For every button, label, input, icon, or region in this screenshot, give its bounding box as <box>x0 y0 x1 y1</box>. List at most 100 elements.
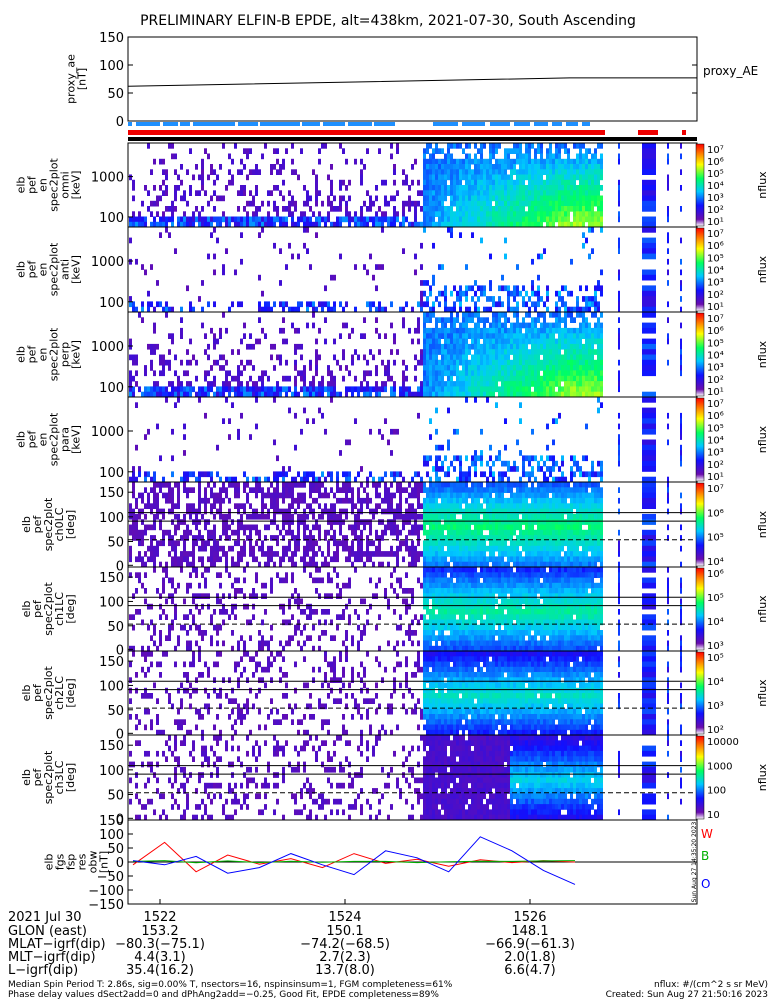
heatmap-cell <box>558 391 561 398</box>
heatmap-cell <box>336 359 339 366</box>
heatmap-cell <box>474 466 477 472</box>
heatmap-cell <box>507 519 510 525</box>
heatmap-cell <box>399 386 402 393</box>
heatmap-cell <box>183 551 186 557</box>
heatmap-cell <box>273 216 276 223</box>
heatmap-cell <box>495 327 498 334</box>
heatmap-cell <box>516 312 519 318</box>
heatmap-cell <box>297 391 300 398</box>
heatmap-cell <box>138 513 141 520</box>
heatmap-cell <box>558 211 561 217</box>
heatmap-cell <box>543 333 546 339</box>
heatmap-cell <box>402 206 405 212</box>
heatmap-cell <box>552 365 555 371</box>
heatmap-cell <box>510 503 513 509</box>
heatmap-cell <box>513 333 516 339</box>
heatmap-cell <box>450 232 453 238</box>
heatmap-cell <box>618 386 620 393</box>
heatmap-cell <box>474 174 477 181</box>
heatmap-cell <box>261 497 264 504</box>
heatmap-cell <box>483 211 486 217</box>
heatmap-cell <box>558 290 561 297</box>
heatmap-cell <box>450 391 453 398</box>
heatmap-cell <box>558 195 561 202</box>
heatmap-cell <box>471 519 474 525</box>
heatmap-cell <box>543 216 546 223</box>
heatmap-cell <box>582 327 585 334</box>
heatmap-cell <box>462 200 465 207</box>
heatmap-cell <box>582 349 585 355</box>
heatmap-cell <box>510 359 513 366</box>
heatmap-cell <box>306 248 309 254</box>
heatmap-cell <box>366 551 369 557</box>
heatmap-cell <box>171 487 174 493</box>
heatmap-cell <box>309 540 312 547</box>
heatmap-cell <box>477 185 480 191</box>
heatmap-cell <box>426 545 429 552</box>
heatmap-cell <box>318 513 321 520</box>
heatmap-cell <box>447 221 450 228</box>
heatmap-cell <box>252 381 255 387</box>
heatmap-cell <box>228 535 231 541</box>
heatmap-cell <box>393 216 396 223</box>
heatmap-cell <box>399 487 402 493</box>
heatmap-cell <box>468 551 471 557</box>
heatmap-cell <box>258 274 261 281</box>
heatmap-cell <box>546 148 549 154</box>
heatmap-cell <box>537 206 540 212</box>
heatmap-cell <box>261 327 264 334</box>
heatmap-cell <box>156 301 159 308</box>
heatmap-cell <box>522 296 525 302</box>
heatmap-cell <box>477 386 480 393</box>
heatmap-cell <box>429 216 432 223</box>
heatmap-cell <box>216 540 219 547</box>
heatmap-cell <box>519 375 522 382</box>
heatmap-cell <box>510 200 513 207</box>
heatmap-cell <box>489 169 492 175</box>
heatmap-cell <box>174 206 177 212</box>
heatmap-cell <box>570 466 573 472</box>
heatmap-cell <box>480 185 483 191</box>
heatmap-cell <box>600 200 603 207</box>
heatmap-cell <box>267 301 270 308</box>
heatmap-cell <box>513 375 516 382</box>
heatmap-cell <box>162 391 165 398</box>
y-axis-label-line: spec2plot <box>48 327 61 381</box>
heatmap-cell <box>207 535 210 541</box>
heatmap-cell <box>240 551 243 557</box>
heatmap-cell <box>495 343 498 350</box>
heatmap-cell <box>519 524 522 531</box>
heatmap-cell <box>381 264 384 270</box>
heatmap-cell <box>561 386 564 393</box>
heatmap-cell <box>537 312 540 318</box>
heatmap-cell <box>300 370 303 377</box>
heatmap-cell <box>471 381 474 387</box>
heatmap-cell <box>390 503 393 509</box>
heatmap-cell <box>336 482 339 488</box>
heatmap-cell <box>240 359 243 366</box>
heatmap-cell <box>486 497 489 504</box>
heatmap-cell <box>459 529 462 536</box>
heatmap-cell <box>558 216 561 223</box>
heatmap-cell <box>432 301 435 308</box>
heatmap-cell <box>519 551 522 557</box>
heatmap-cell <box>210 476 213 483</box>
heatmap-cell <box>381 508 384 515</box>
heatmap-cell <box>417 524 420 531</box>
heatmap-cell <box>330 370 333 377</box>
heatmap-cell <box>213 343 216 350</box>
heatmap-cell <box>366 492 369 499</box>
heatmap-cell <box>288 513 291 520</box>
heatmap-cell <box>459 185 462 191</box>
heatmap-cell <box>306 524 309 531</box>
heatmap-cell <box>558 338 561 345</box>
heatmap-cell <box>294 412 297 419</box>
heatmap-cell <box>543 471 546 478</box>
heatmap-cell <box>204 386 207 393</box>
heatmap-cell <box>444 169 447 175</box>
heatmap-cell <box>588 216 591 223</box>
heatmap-cell <box>579 338 582 345</box>
heatmap-cell <box>387 503 390 509</box>
heatmap-cell <box>249 386 252 393</box>
heatmap-cell <box>210 492 213 499</box>
